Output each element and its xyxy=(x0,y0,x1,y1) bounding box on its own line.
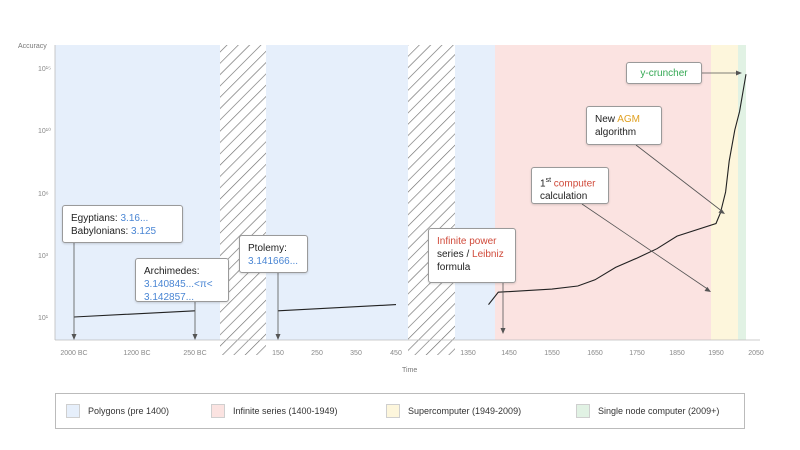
agm-line: New AGM xyxy=(595,113,653,126)
formula-label: formula xyxy=(437,262,471,273)
series-line xyxy=(73,74,747,318)
archimedes-label: Archimedes: xyxy=(144,266,200,277)
legend-label: Supercomputer (1949-2009) xyxy=(408,406,522,416)
annotation-infinite-series: Infinite power series / Leibniz formula xyxy=(428,228,516,283)
egypt-value: 3.16... xyxy=(120,213,149,224)
annotation-first-computer: 1st computer calculation xyxy=(531,167,609,204)
legend-swatch xyxy=(211,404,225,418)
x-tick-label: 1750 xyxy=(629,350,645,357)
legend-item-supercomputer: Supercomputer (1949-2009) xyxy=(386,404,521,418)
arrowhead xyxy=(71,334,77,340)
y-ticks: 10¹ 10³ 10⁶ 10¹⁰ 10¹⁵ xyxy=(38,66,51,322)
y-tick-label: 10¹⁰ xyxy=(38,127,51,135)
era-supercomputer xyxy=(711,45,738,340)
axis-break-2 xyxy=(408,45,455,355)
computer-label: computer xyxy=(553,178,596,190)
axis-break-1 xyxy=(220,45,266,355)
x-tick-label: 1550 xyxy=(544,350,560,357)
y-tick-label: 10³ xyxy=(38,253,49,260)
x-tick-label: 150 xyxy=(272,350,284,357)
legend-label: Infinite series (1400-1949) xyxy=(233,406,338,416)
leibniz-line: series / Leibniz xyxy=(437,248,507,261)
egypt-line: Egyptians: 3.16... xyxy=(71,212,174,225)
babylon-value: 3.125 xyxy=(131,226,157,237)
x-tick-label: 1950 xyxy=(708,350,724,357)
x-tick-label: 450 xyxy=(390,350,402,357)
annotation-agm: New AGM algorithm xyxy=(586,106,662,145)
x-tick-label: 2050 xyxy=(748,350,764,357)
legend-item-single-node: Single node computer (2009+) xyxy=(576,404,719,418)
legend-item-infinite-series: Infinite series (1400-1949) xyxy=(211,404,338,418)
legend-label: Single node computer (2009+) xyxy=(598,406,720,416)
x-tick-label: 2000 BC xyxy=(60,350,87,357)
legend-swatch xyxy=(386,404,400,418)
legend: Polygons (pre 1400) Infinite series (140… xyxy=(55,393,745,429)
x-tick-label: 1350 xyxy=(460,350,476,357)
archimedes-value: 3.140845...<π< 3.142857... xyxy=(144,279,213,303)
egypt-label: Egyptians: xyxy=(71,213,121,224)
x-tick-label: 1850 xyxy=(669,350,685,357)
era-single-node xyxy=(738,45,746,340)
infinite-label: Infinite power xyxy=(437,236,497,247)
x-tick-label: 1650 xyxy=(587,350,603,357)
ordinal-suffix: st xyxy=(545,177,552,184)
series-label: series / xyxy=(437,249,473,260)
y-tick-label: 10⁶ xyxy=(38,191,49,198)
y-axis-title: Accuracy xyxy=(18,43,47,50)
ordinal: 1 xyxy=(540,178,546,190)
legend-label: Polygons (pre 1400) xyxy=(88,406,170,416)
x-tick-label: 250 xyxy=(311,350,323,357)
annotation-y-cruncher: y-cruncher xyxy=(626,62,702,84)
arrow-agm xyxy=(635,144,724,213)
babylon-label: Babylonians: xyxy=(71,226,132,237)
x-tick-label: 1200 BC xyxy=(123,350,150,357)
annotation-archimedes: Archimedes: 3.140845...<π< 3.142857... xyxy=(135,258,229,303)
ptolemy-value: 3.141666... xyxy=(248,256,299,267)
algorithm-label: algorithm xyxy=(595,127,637,138)
legend-swatch xyxy=(66,404,80,418)
leibniz-label: Leibniz xyxy=(472,249,504,260)
computer-line: 1st computer xyxy=(540,174,600,190)
ptolemy-label: Ptolemy: xyxy=(248,243,287,254)
x-axis-title: Time xyxy=(402,367,417,374)
y-tick-label: 10¹ xyxy=(38,315,49,322)
calculation-label: calculation xyxy=(540,191,588,203)
arrowhead xyxy=(192,334,198,340)
annotation-egypt-babylon: Egyptians: 3.16... Babylonians: 3.125 xyxy=(62,205,183,243)
annotation-arrows xyxy=(73,72,738,336)
x-tick-label: 250 BC xyxy=(183,350,206,357)
arrow-computer xyxy=(581,203,710,291)
arrowhead xyxy=(704,286,711,292)
x-tick-label: 1450 xyxy=(501,350,517,357)
arrowhead xyxy=(275,334,281,340)
legend-swatch xyxy=(576,404,590,418)
arrowhead xyxy=(718,208,725,214)
annotation-ptolemy: Ptolemy: 3.141666... xyxy=(239,235,308,273)
agm-label: AGM xyxy=(617,114,641,125)
arrowhead xyxy=(736,70,742,76)
x-ticks: 2000 BC 1200 BC 250 BC 150 250 350 450 1350 1450… xyxy=(60,350,764,357)
babylon-line: Babylonians: 3.125 xyxy=(71,225,174,238)
agm-prefix: New xyxy=(595,114,618,125)
y-tick-label: 10¹⁵ xyxy=(38,66,51,73)
y-cruncher-label: y-cruncher xyxy=(640,68,688,79)
x-tick-label: 350 xyxy=(350,350,362,357)
legend-item-polygons: Polygons (pre 1400) xyxy=(66,404,169,418)
annotation-arrowheads xyxy=(71,70,742,340)
arrowhead xyxy=(500,328,506,334)
